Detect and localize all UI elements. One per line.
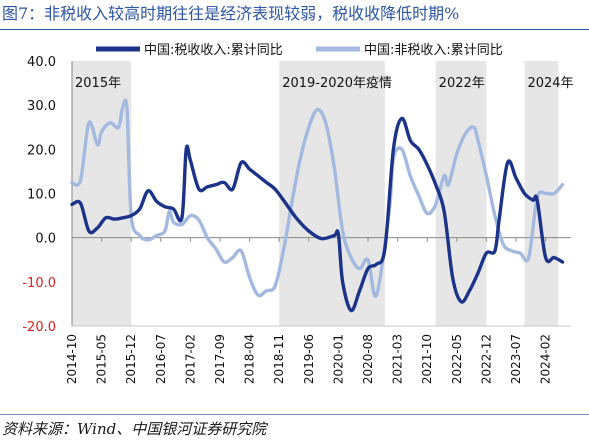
shaded-period-labels: 2015年 2019-2020年疫情 2022年 2024年 bbox=[75, 75, 574, 91]
legend: 中国:税收收入:累计同比 中国:非税收入:累计同比 bbox=[96, 43, 503, 58]
series-line-tax bbox=[70, 116, 565, 313]
y-tick-label: -20.0 bbox=[22, 320, 56, 335]
line-chart: 40.030.020.010.00.0-10.0-20.0 2014-10 201… bbox=[22, 43, 574, 384]
x-tick-label: 2019-06 bbox=[302, 334, 316, 384]
x-tick-label: 2022-12 bbox=[479, 334, 493, 384]
series-lines bbox=[70, 98, 565, 313]
x-tick-label: 2016-07 bbox=[154, 334, 168, 384]
shaded-periods bbox=[72, 61, 559, 326]
x-tick-labels: 2014-10 2015-05 2015-12 2016-07 2017-02 2017-… bbox=[65, 237, 553, 384]
x-tick-label: 2018-11 bbox=[272, 334, 286, 384]
y-tick-labels: 40.0 30.0 20.0 10.0 0.0 -10.0 -20.0 bbox=[22, 55, 56, 335]
y-tick-label: 10.0 bbox=[27, 188, 56, 203]
x-tick-label: 2018-04 bbox=[243, 334, 257, 384]
title-divider bbox=[0, 29, 589, 30]
y-tick-label: 20.0 bbox=[27, 143, 56, 158]
source-note: 资料来源：Wind、中国银河证券研究院 bbox=[2, 420, 267, 438]
shaded-period-label: 2024年 bbox=[527, 76, 573, 91]
x-tick-label: 2020-08 bbox=[361, 334, 375, 384]
source-divider bbox=[0, 414, 589, 415]
x-tick-label: 2014-10 bbox=[65, 334, 79, 384]
shaded-period-label: 2019-2020年疫情 bbox=[282, 75, 392, 91]
series-line-nontax bbox=[70, 98, 565, 298]
x-tick-label: 2022-05 bbox=[450, 334, 464, 384]
shaded-period-3 bbox=[435, 61, 487, 326]
x-tick-label: 2017-09 bbox=[213, 334, 227, 384]
x-tick-label: 2015-12 bbox=[124, 334, 138, 384]
x-tick-label: 2024-02 bbox=[539, 334, 553, 384]
page-title: 图7：非税收入较高时期往往是经济表现较弱，税收收降低时期% bbox=[2, 4, 460, 23]
x-tick-label: 2021-10 bbox=[420, 334, 434, 384]
shaded-period-2 bbox=[279, 61, 385, 326]
legend-label: 中国:非税收入:累计同比 bbox=[364, 43, 503, 58]
x-tick-label: 2015-05 bbox=[95, 334, 109, 384]
y-tick-label: -10.0 bbox=[22, 276, 56, 291]
x-tick-label: 2021-03 bbox=[391, 334, 405, 384]
shaded-period-label: 2015年 bbox=[75, 76, 121, 91]
shaded-period-label: 2022年 bbox=[439, 76, 485, 91]
y-tick-label: 0.0 bbox=[35, 232, 56, 247]
shaded-period-1 bbox=[72, 61, 132, 326]
y-tick-label: 40.0 bbox=[27, 55, 56, 70]
y-tick-label: 30.0 bbox=[27, 99, 56, 114]
x-tick-label: 2017-02 bbox=[183, 334, 197, 384]
x-tick-label: 2020-01 bbox=[331, 334, 345, 384]
x-tick-label: 2023-07 bbox=[509, 334, 523, 384]
legend-label: 中国:税收收入:累计同比 bbox=[144, 43, 283, 58]
